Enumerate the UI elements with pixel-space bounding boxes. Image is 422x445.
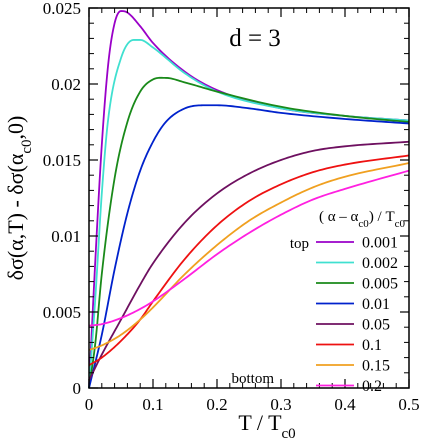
legend-bottom-label: bottom — [231, 371, 274, 387]
legend-label-0.2: 0.2 — [362, 378, 382, 395]
y-tick-label: 0.015 — [43, 151, 81, 170]
legend-label-0.002: 0.002 — [362, 255, 398, 272]
series-line-0.2 — [88, 169, 410, 327]
y-tick-label: 0 — [73, 379, 82, 398]
legend-title: ( α – αc0) / Tc0 — [319, 209, 406, 230]
legend-top-label: top — [290, 236, 309, 252]
y-tick-label: 0.005 — [43, 303, 81, 322]
y-axis-label: δσ(α,T) - δσ(αc0,0) — [3, 116, 35, 281]
legend-label-0.15: 0.15 — [362, 358, 390, 375]
axes-layer: 0 0.1 0.2 0.3 0.4 0.5 0 0.005 0.01 0.015 0.02 0.025 — [43, 0, 420, 414]
x-tick-label: 0 — [85, 395, 94, 414]
legend-label-0.05: 0.05 — [362, 317, 390, 334]
series-line-0.05 — [88, 140, 410, 381]
series-line-0.002 — [88, 39, 410, 389]
series-line-0.01 — [88, 104, 410, 389]
annotation-d3: d = 3 — [229, 25, 281, 52]
x-tick-label: 0.4 — [334, 395, 356, 414]
series-line-0.001 — [88, 10, 410, 389]
series-line-0.1 — [88, 154, 410, 366]
legend: ( α – αc0) / Tc0 top bottom 0.001 0.002 0.005… — [231, 209, 405, 395]
x-tick-label: 0.3 — [270, 395, 291, 414]
y-tick-label: 0.025 — [43, 0, 81, 18]
x-tick-label: 0.2 — [206, 395, 227, 414]
y-tick-label: 0.01 — [51, 227, 81, 246]
legend-label-0.001: 0.001 — [362, 235, 398, 252]
x-axis-label: T / Tc0 — [238, 410, 295, 442]
y-tick-label: 0.02 — [51, 75, 81, 94]
x-tick-label: 0.5 — [398, 395, 419, 414]
legend-label-0.005: 0.005 — [362, 276, 398, 293]
legend-label-0.01: 0.01 — [362, 296, 390, 313]
x-tick-label: 0.1 — [142, 395, 163, 414]
series-line-0.15 — [88, 162, 410, 351]
series-line-0.005 — [88, 76, 410, 389]
series-layer — [88, 10, 410, 389]
legend-label-0.1: 0.1 — [362, 337, 382, 354]
plot-frame — [88, 7, 410, 389]
